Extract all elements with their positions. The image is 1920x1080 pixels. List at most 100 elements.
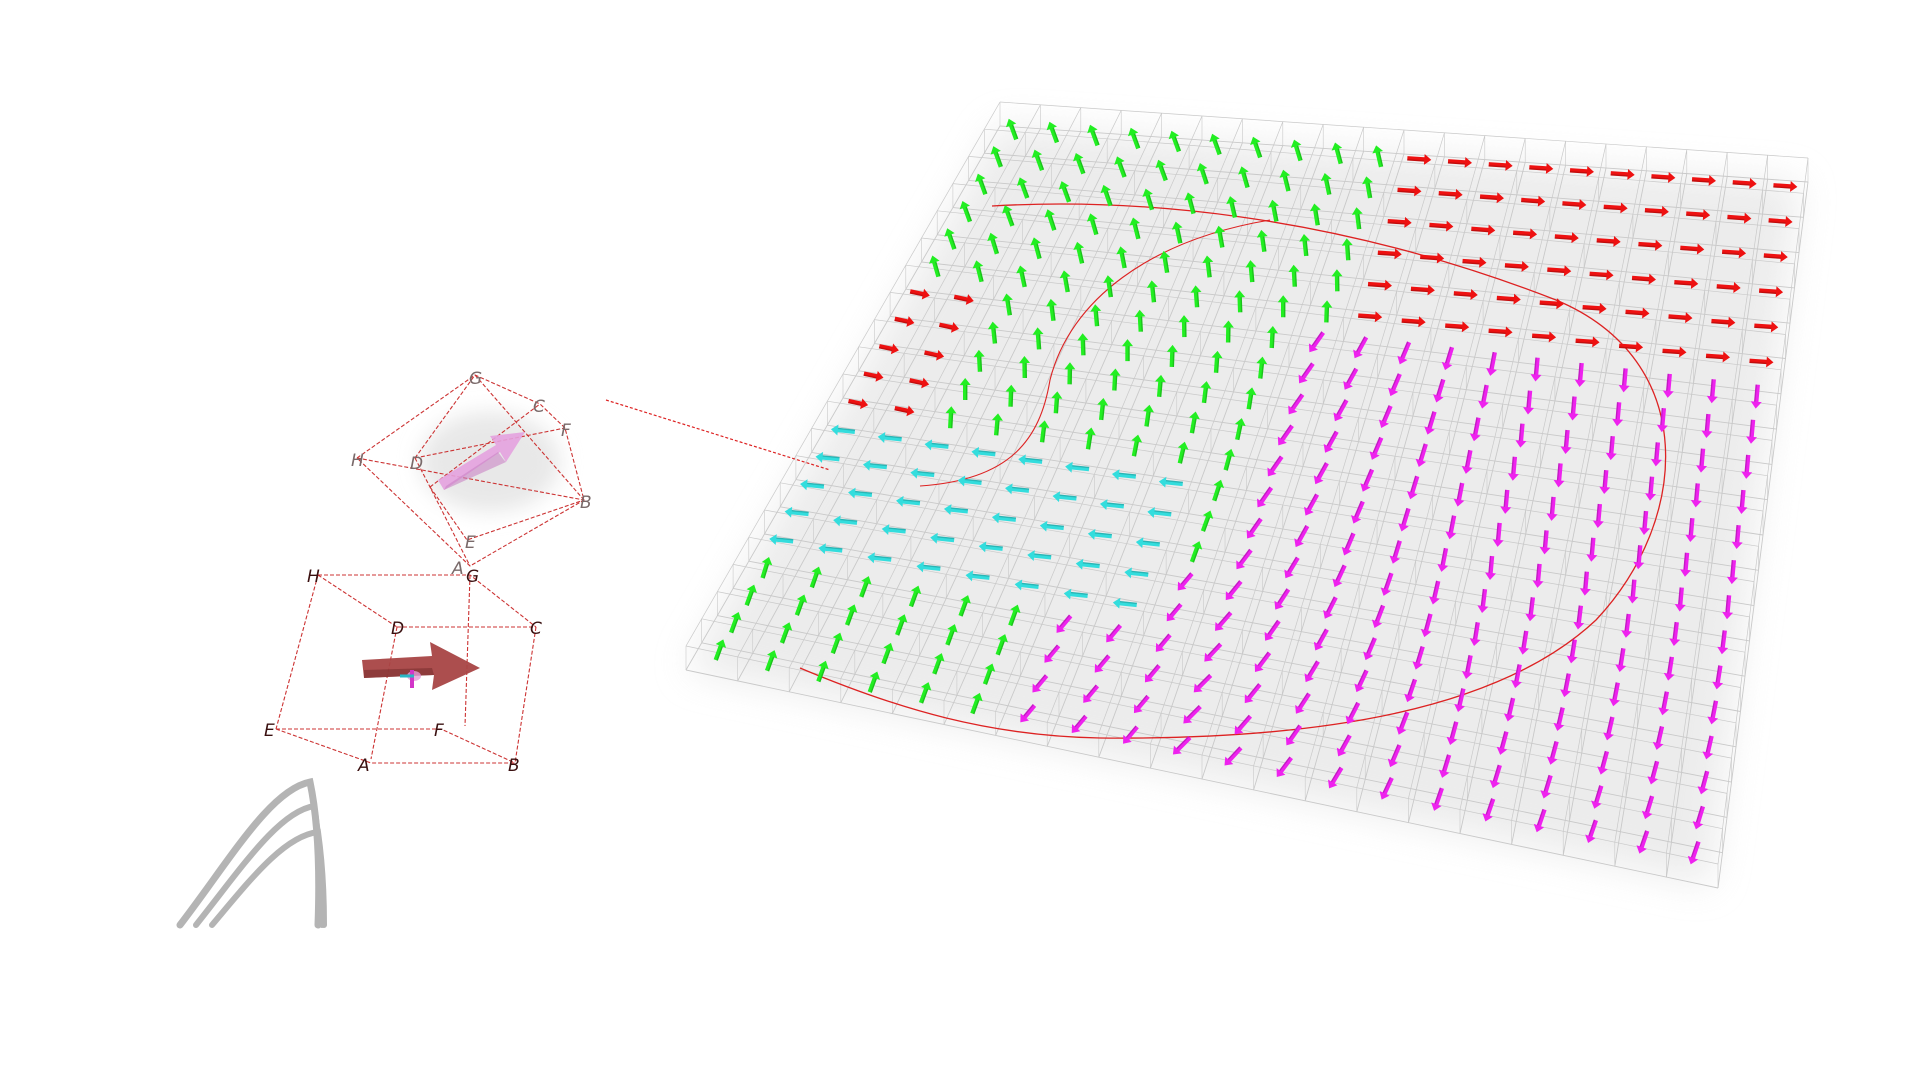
field-arrow [830,632,844,654]
field-arrow [1214,225,1226,248]
field-arrow [987,321,999,344]
field-arrow [1065,461,1090,473]
field-arrow [1360,468,1375,492]
field-arrow [1030,237,1042,260]
field-arrow [1692,805,1706,830]
field-arrow [1575,336,1600,348]
field-arrow [867,552,892,564]
field-arrow [1529,162,1554,174]
field-arrow [945,624,958,646]
field-arrow [1547,265,1572,277]
field-arrow [1749,356,1774,368]
target-vertex-label: G [469,369,482,389]
field-arrow [1172,735,1192,755]
field-arrow [1005,384,1017,407]
field-arrow [1727,212,1752,224]
field-arrow [1697,770,1710,795]
field-arrow [1539,298,1564,310]
field-arrow [1147,507,1172,518]
field-arrow [1372,145,1384,168]
field-arrow [859,576,872,598]
field-arrow [764,650,778,672]
field-arrow [1168,130,1182,153]
field-arrow [1288,393,1305,415]
field-arrow [1056,614,1073,633]
field-arrow [1401,316,1426,328]
field-arrow [1674,587,1686,612]
field-arrow [1441,346,1455,371]
field-arrow [1268,199,1279,222]
field-arrow [894,405,915,417]
field-arrow [800,479,825,491]
field-arrow [1321,300,1333,323]
field-arrow [1407,153,1432,165]
target-cell: G C F H D B E A [351,369,592,579]
field-arrow [1155,633,1172,652]
field-arrow [1064,362,1076,385]
field-arrow [881,524,906,536]
field-arrow [908,585,922,608]
field-arrow [970,692,983,715]
field-arrow [1288,264,1300,287]
field-arrow [1531,331,1557,343]
field-arrow [1674,277,1699,289]
field-arrow [848,487,873,499]
field-arrow [816,660,829,683]
field-arrow [1586,537,1598,562]
field-arrow [1328,766,1344,789]
field-arrow [1166,344,1178,367]
field-arrow [1420,252,1445,264]
field-arrow [1625,307,1650,319]
field-arrow [1573,605,1585,630]
field-arrow [1438,188,1463,200]
field-arrow [1705,351,1730,363]
field-arrow [1773,180,1798,192]
field-arrow [1204,642,1223,662]
field-arrow [932,653,945,675]
field-arrow [1038,420,1050,443]
field-arrow [1591,785,1604,809]
field-arrow [1711,316,1736,328]
field-arrow [1183,704,1202,724]
field-arrow [1099,499,1125,511]
field-arrow [1223,448,1235,471]
target-vertex-label: C [533,397,545,417]
field-arrow [1633,545,1645,570]
field-arrow [1453,482,1465,507]
field-arrow [972,260,984,283]
field-arrow [1014,579,1039,591]
field-arrow [1190,285,1202,308]
field-arrow [918,682,932,704]
field-arrow [1371,604,1386,629]
source-vertex-label: E [264,721,275,741]
field-arrow [1084,427,1096,450]
source-vertex-label: G [466,567,479,587]
field-arrow [769,534,794,546]
target-vertex-label: B [580,493,592,513]
field-arrow [1707,700,1719,725]
field-arrow [1686,209,1711,221]
field-arrow [1309,203,1321,226]
field-arrow [1159,250,1171,274]
field-arrow [1482,798,1496,822]
field-arrow [1603,716,1615,741]
field-arrow [1189,541,1203,563]
field-arrow [1658,691,1670,716]
field-arrow [1369,436,1384,460]
field-arrow [953,294,974,305]
field-arrow [894,316,915,327]
field-arrow [877,432,902,443]
grid-line [795,479,1750,642]
field-arrow [760,556,773,579]
field-arrow [1333,399,1349,422]
field-arrow [1651,171,1676,183]
field-arrow [848,398,869,410]
field-arrow [1212,479,1225,502]
field-arrow [1367,279,1392,291]
field-arrow [1560,673,1571,698]
field-arrow [1486,351,1497,376]
field-arrow [744,584,757,606]
field-arrow [1398,507,1411,532]
field-arrow [1562,199,1587,211]
source-vertex-label: A [357,756,370,776]
